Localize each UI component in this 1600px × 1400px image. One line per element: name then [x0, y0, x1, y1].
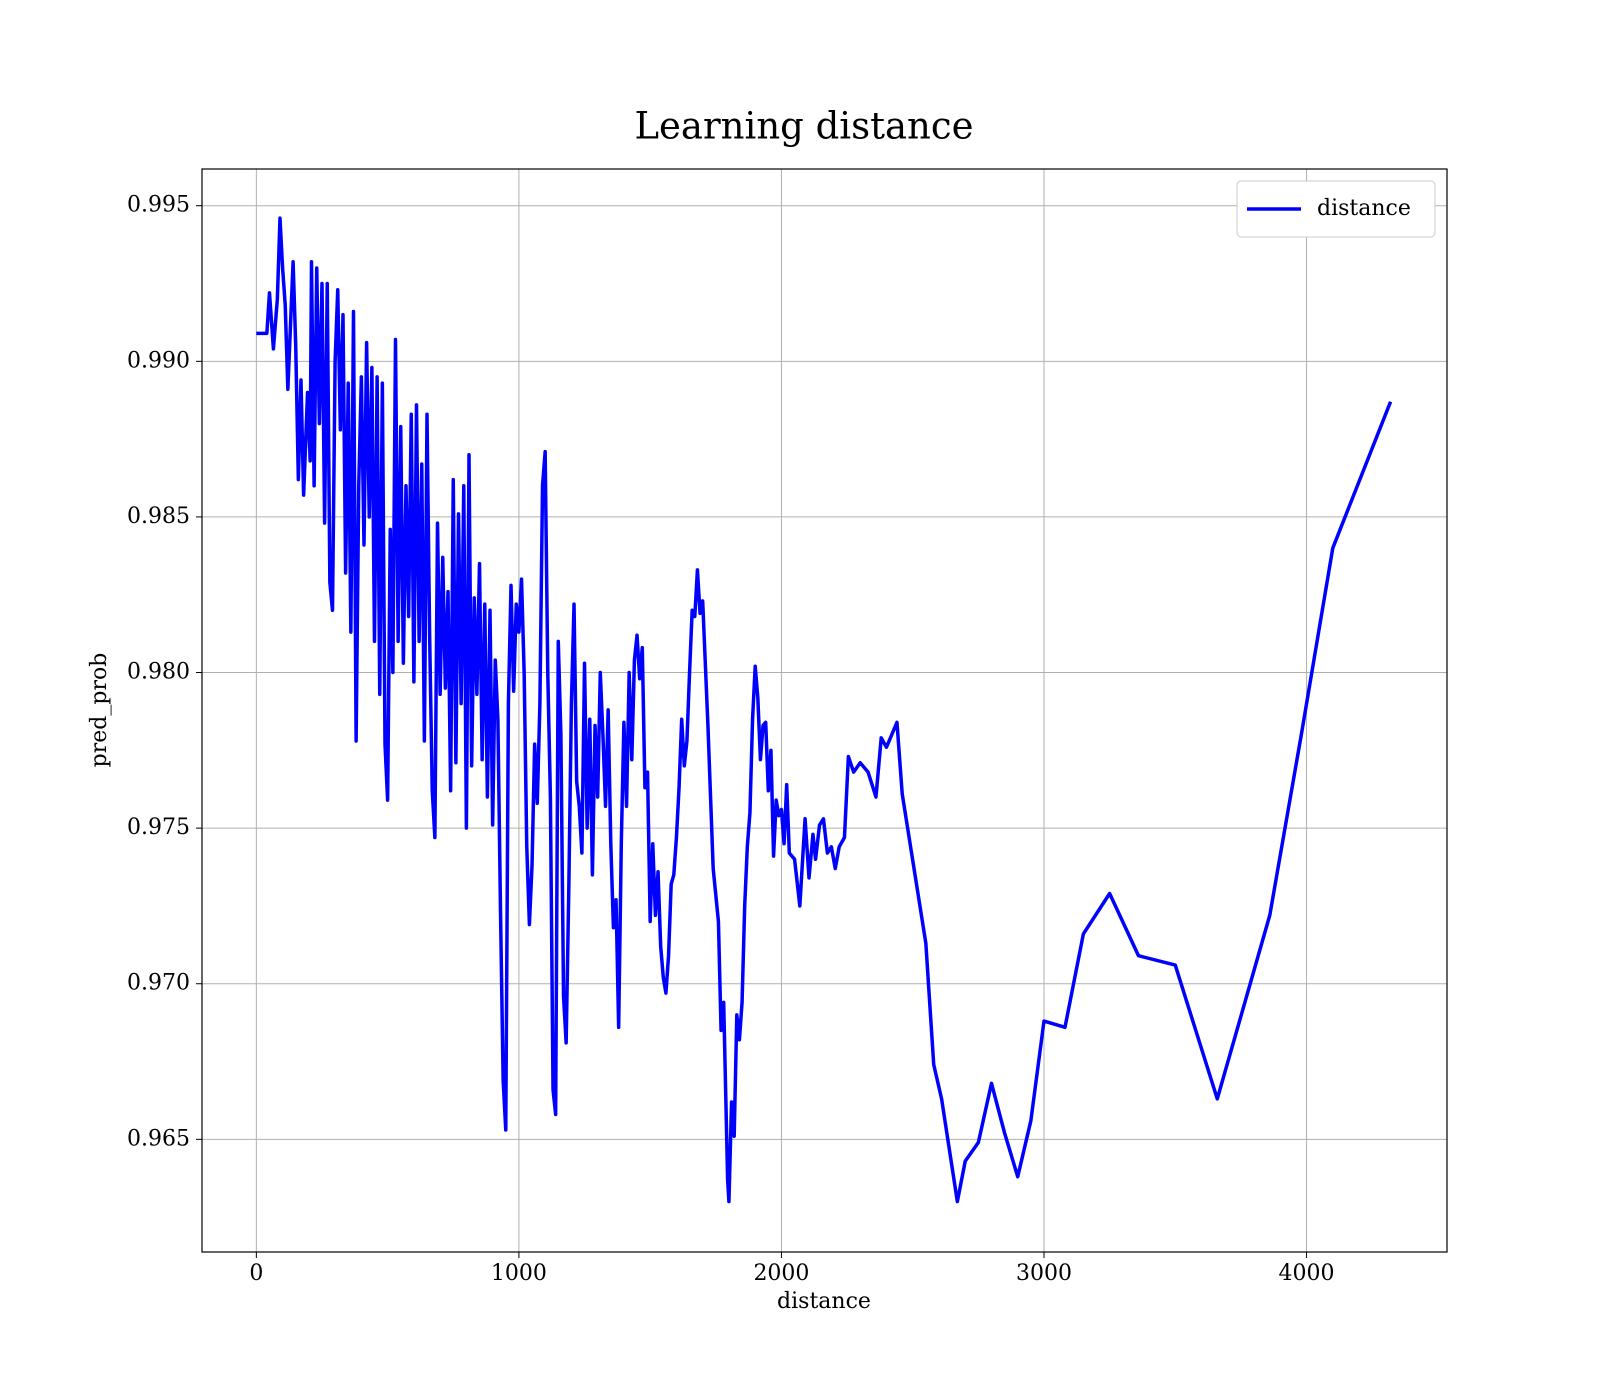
y-tick-label: 0.985	[127, 504, 190, 529]
data-line	[256, 216, 1393, 1204]
legend-box	[1236, 180, 1436, 238]
chart-title: Learning distance	[634, 105, 973, 148]
y-tick-label: 0.970	[127, 971, 190, 996]
x-tick-label: 1000	[491, 1261, 547, 1286]
y-axis-label: pred_prob	[87, 653, 112, 768]
x-axis-label: distance	[777, 1289, 871, 1314]
y-tick-label: 0.980	[127, 660, 190, 685]
x-tick-label: 3000	[1016, 1261, 1072, 1286]
y-tick-label: 0.965	[127, 1126, 190, 1151]
legend-label: distance	[1317, 196, 1411, 221]
y-tick-label: 0.990	[127, 348, 190, 373]
plot-frame	[201, 168, 1448, 1253]
x-tick-label: 4000	[1279, 1261, 1335, 1286]
x-tick-label: 2000	[753, 1261, 809, 1286]
y-tick-label: 0.995	[127, 193, 190, 218]
y-tick-label: 0.975	[127, 815, 190, 840]
x-tick-label: 0	[249, 1261, 263, 1286]
